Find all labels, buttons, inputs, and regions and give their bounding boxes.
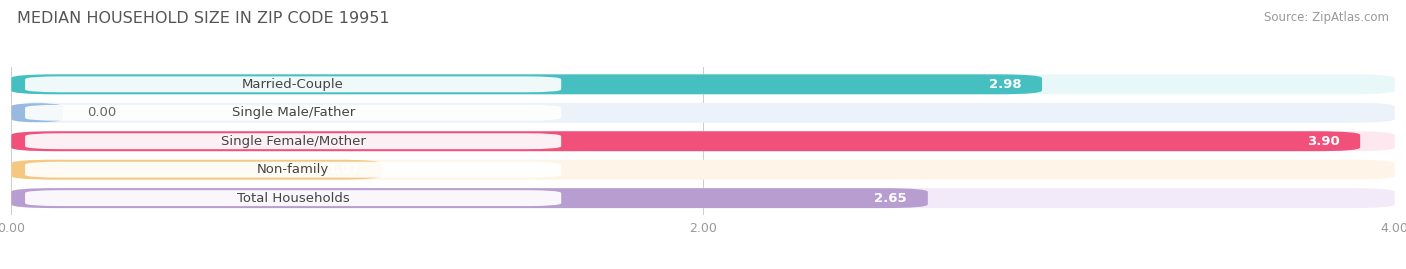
FancyBboxPatch shape: [25, 162, 561, 178]
FancyBboxPatch shape: [11, 74, 1042, 94]
Text: Single Female/Mother: Single Female/Mother: [221, 135, 366, 148]
Text: 3.90: 3.90: [1306, 135, 1340, 148]
FancyBboxPatch shape: [25, 105, 561, 121]
FancyBboxPatch shape: [25, 133, 561, 149]
FancyBboxPatch shape: [25, 190, 561, 206]
FancyBboxPatch shape: [11, 160, 1395, 180]
Text: Non-family: Non-family: [257, 163, 329, 176]
FancyBboxPatch shape: [11, 188, 1395, 208]
Text: Total Households: Total Households: [236, 192, 350, 205]
FancyBboxPatch shape: [11, 160, 381, 180]
FancyBboxPatch shape: [11, 103, 1395, 123]
Text: Source: ZipAtlas.com: Source: ZipAtlas.com: [1264, 11, 1389, 24]
Text: 1.07: 1.07: [328, 163, 360, 176]
FancyBboxPatch shape: [25, 76, 561, 92]
Text: Single Male/Father: Single Male/Father: [232, 106, 354, 119]
Text: Married-Couple: Married-Couple: [242, 78, 344, 91]
FancyBboxPatch shape: [11, 103, 63, 123]
Text: 2.65: 2.65: [875, 192, 907, 205]
FancyBboxPatch shape: [11, 131, 1395, 151]
Text: 2.98: 2.98: [988, 78, 1021, 91]
FancyBboxPatch shape: [11, 131, 1360, 151]
Text: MEDIAN HOUSEHOLD SIZE IN ZIP CODE 19951: MEDIAN HOUSEHOLD SIZE IN ZIP CODE 19951: [17, 11, 389, 26]
FancyBboxPatch shape: [11, 188, 928, 208]
FancyBboxPatch shape: [11, 74, 1395, 94]
Text: 0.00: 0.00: [87, 106, 117, 119]
